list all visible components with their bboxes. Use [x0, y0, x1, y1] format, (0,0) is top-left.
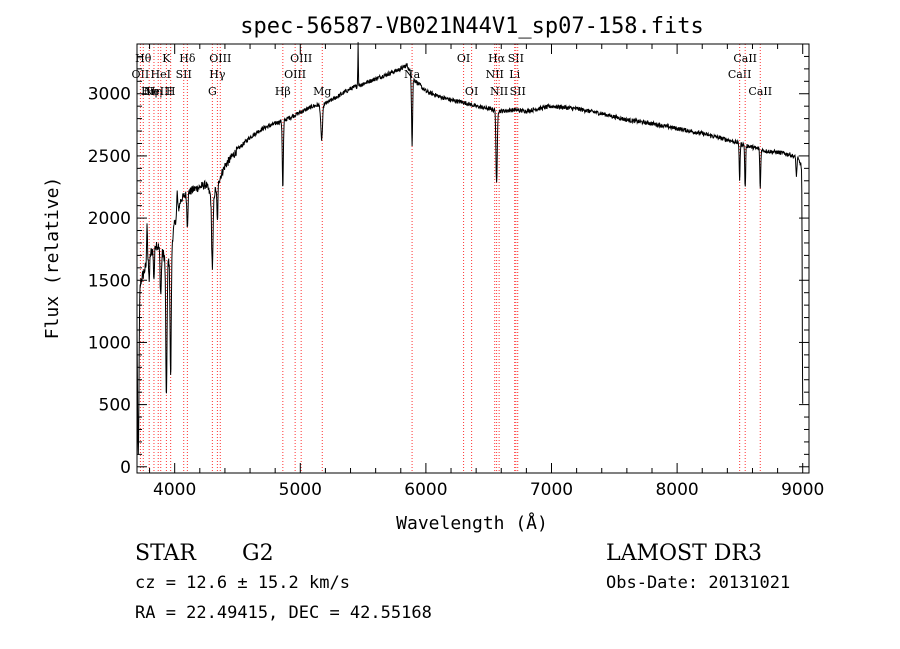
line-marker-label-22: NII: [490, 85, 508, 98]
line-marker-label-25: SII: [510, 85, 526, 98]
x-axis-label: Wavelength (Å): [396, 512, 548, 534]
line-marker-label-1: Hθ: [135, 52, 152, 65]
line-marker-label-9: Hδ: [179, 52, 196, 65]
line-marker-label-0: OII: [132, 68, 150, 81]
line-marker-label-4: NeIII: [144, 85, 173, 98]
spectrum-series-line: [136, 42, 804, 455]
y-axis-label: Flux (relative): [42, 177, 63, 340]
line-marker-label-17: Na: [404, 68, 421, 81]
line-marker-label-14: OIII: [284, 68, 306, 81]
chart-title: spec-56587-VB021N44V1_sp07-158.fits: [240, 14, 704, 39]
redshift-velocity: cz = 12.6 ± 15.2 km/s: [135, 573, 350, 593]
y-tick-label-2: 1000: [88, 333, 131, 353]
line-marker-label-12: OIII: [209, 52, 231, 65]
plot-frame: [136, 43, 810, 474]
axis-ticks: 4000 5000 6000 7000 8000 9000 0 500 1000 1500 2000…: [88, 44, 824, 500]
class-label: STAR: [135, 541, 197, 566]
line-marker-label-18: OI: [457, 52, 470, 65]
line-marker-label-21: Hα: [488, 52, 506, 65]
line-marker-label-11: Hγ: [209, 68, 226, 81]
y-tick-label-5: 2500: [88, 147, 131, 167]
x-tick-label-2: 6000: [404, 480, 447, 500]
x-tick-label-4: 8000: [655, 480, 698, 500]
line-marker-layer: OIIHθHηHηNeIIIHeIKHSIIHδGHγOIIIHβOIIIOII…: [132, 44, 772, 473]
survey-label: LAMOST DR3: [606, 541, 762, 566]
line-marker-label-13: Hβ: [275, 85, 291, 98]
y-tick-label-4: 2000: [88, 209, 131, 229]
line-marker-label-6: K: [162, 52, 171, 65]
y-tick-label-3: 1500: [88, 271, 131, 291]
line-marker-label-10: G: [208, 85, 217, 98]
line-marker-label-28: CaII: [748, 85, 772, 98]
y-tick-label-0: 0: [120, 458, 131, 478]
x-tick-label-3: 7000: [530, 480, 573, 500]
x-tick-label-1: 5000: [279, 480, 322, 500]
y-tick-label-1: 500: [99, 396, 131, 416]
x-tick-label-0: 4000: [153, 480, 196, 500]
coordinates: RA = 22.49415, DEC = 42.55168: [135, 603, 432, 623]
line-marker-label-8: SII: [176, 68, 192, 81]
x-tick-label-5: 9000: [781, 480, 824, 500]
line-marker-label-24: SII: [508, 52, 524, 65]
line-marker-label-16: Mg: [313, 85, 331, 98]
line-marker-label-3: Hη: [146, 85, 162, 98]
line-marker-label-7: H: [166, 85, 176, 98]
subclass-label: G2: [242, 541, 274, 566]
observation-date: Obs-Date: 20131021: [606, 573, 790, 593]
line-marker-label-26: CaII: [728, 68, 752, 81]
line-marker-label-5: HeI: [151, 68, 171, 81]
line-marker-label-15: OIII: [290, 52, 312, 65]
y-tick-label-6: 3000: [88, 85, 131, 105]
line-marker-label-27: CaII: [733, 52, 757, 65]
line-marker-label-20: NII: [486, 68, 504, 81]
line-marker-label-19: OI: [465, 85, 478, 98]
line-marker-label-2: Hη: [141, 85, 157, 98]
line-marker-label-23: Li: [509, 68, 520, 81]
